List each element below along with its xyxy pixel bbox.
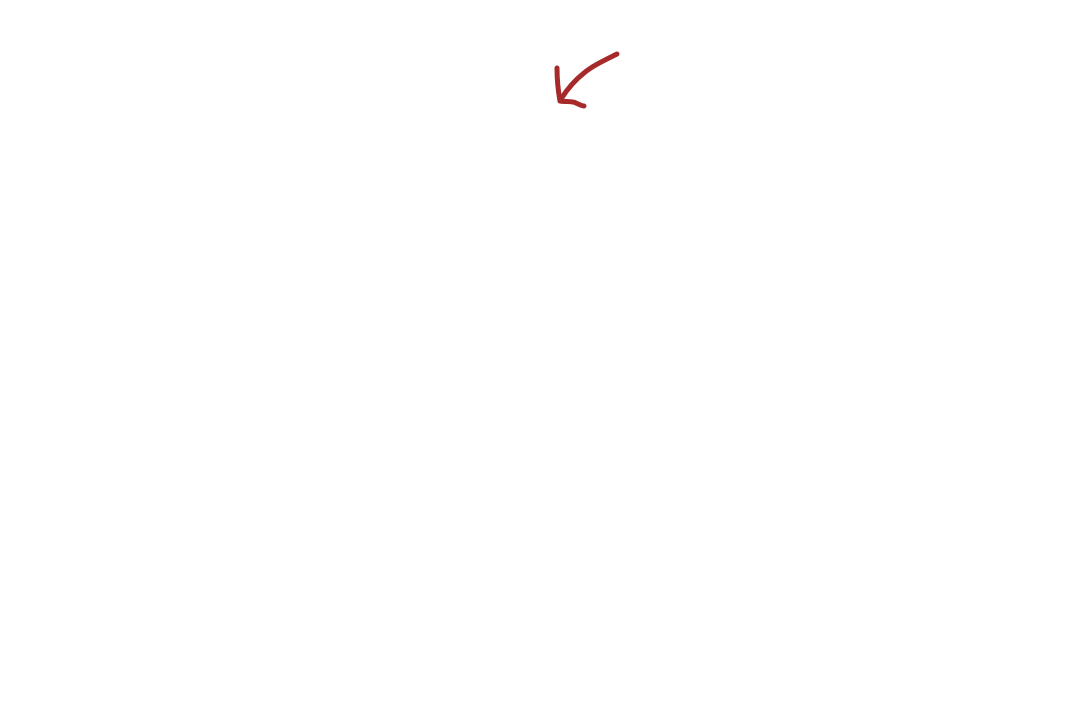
arrow-barb-vertical	[554, 65, 563, 104]
arrow-barb-horizontal	[557, 98, 587, 109]
arrow-shaft	[558, 51, 620, 102]
